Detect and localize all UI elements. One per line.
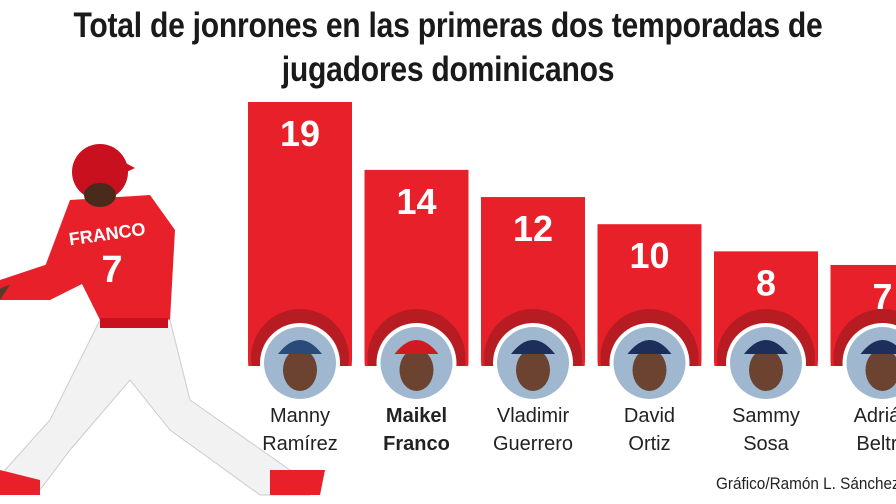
player-face (283, 349, 317, 391)
title-line-2: jugadores dominicanos (281, 50, 615, 89)
player-illustration: FRANCO 7 (0, 144, 325, 496)
cap-icon (860, 340, 896, 354)
player-face (399, 349, 434, 391)
player-face (632, 349, 667, 391)
category-label: Maikel (386, 405, 447, 427)
category-label: Beltré (856, 433, 896, 455)
player-face (749, 349, 783, 391)
data-label: 14 (396, 181, 436, 222)
chart-title: Total de jonrones en las primeras dos te… (63, 4, 834, 92)
category-label: Vladimir (497, 405, 570, 427)
category-label: Guerrero (493, 433, 573, 455)
category-label: Sammy (732, 405, 800, 427)
player-face (865, 349, 896, 391)
cap-icon (744, 340, 788, 354)
player-face (516, 349, 550, 391)
credit: Gráfico/Ramón L. Sánchez (716, 474, 896, 493)
data-label: 7 (872, 276, 892, 317)
category-label: Ramírez (262, 433, 338, 455)
data-label: 10 (629, 235, 669, 276)
category-label: Manny (270, 405, 330, 427)
data-label: 19 (280, 113, 320, 154)
title-line-1: Total de jonrones en las primeras dos te… (73, 6, 823, 45)
category-label: Ortiz (628, 433, 670, 455)
data-label: 12 (513, 208, 553, 249)
category-label: David (624, 405, 675, 427)
category-label: Sosa (743, 433, 789, 455)
cap-icon (278, 340, 322, 354)
jersey-number: 7 (101, 249, 122, 291)
cap-icon (627, 340, 672, 354)
data-label: 8 (756, 262, 776, 303)
cap-icon (394, 340, 439, 354)
category-label: Franco (383, 433, 450, 455)
cap-icon (511, 340, 555, 354)
category-label: Adrián (854, 405, 896, 427)
